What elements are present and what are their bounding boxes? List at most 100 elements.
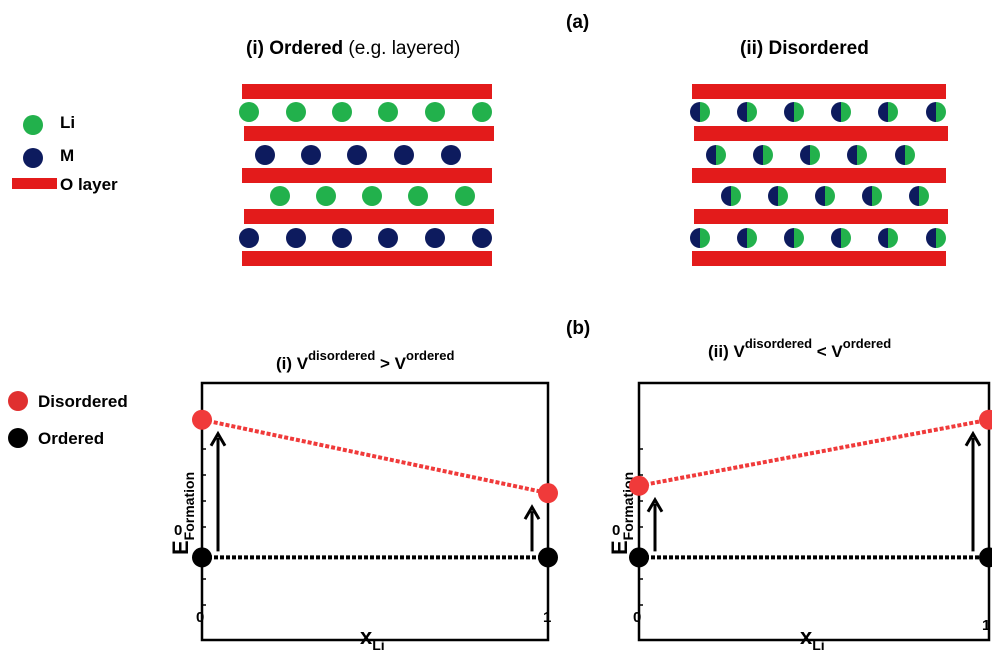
li-atom bbox=[239, 102, 259, 122]
mixed-atom bbox=[784, 228, 804, 248]
legend-li-label: Li bbox=[60, 113, 75, 132]
o-layer bbox=[244, 209, 494, 224]
plot-1-y-label-sub: Formation bbox=[181, 472, 197, 540]
plot-1-frame bbox=[200, 381, 550, 642]
mixed-atom bbox=[815, 186, 835, 206]
plot-2-marks bbox=[629, 409, 992, 568]
mixed-atom bbox=[690, 102, 710, 122]
plot-2-title-prefix: (ii) V bbox=[708, 342, 745, 361]
ordered-point bbox=[979, 547, 992, 568]
o-layer bbox=[692, 251, 946, 266]
panel-b-label: (b) bbox=[566, 318, 590, 339]
mixed-atom-m-half bbox=[831, 102, 841, 122]
mixed-atom bbox=[753, 145, 773, 165]
mixed-atom-li-half bbox=[716, 145, 726, 165]
mixed-atom bbox=[847, 145, 867, 165]
m-atom bbox=[255, 145, 275, 165]
mixed-atom bbox=[862, 186, 882, 206]
mixed-atom-m-half bbox=[895, 145, 905, 165]
o-layer bbox=[244, 126, 494, 141]
mixed-atom-m-half bbox=[768, 186, 778, 206]
mixed-atom-li-half bbox=[888, 102, 898, 122]
li-atom bbox=[332, 102, 352, 122]
disordered-point bbox=[538, 483, 558, 504]
mixed-atom-li-half bbox=[905, 145, 915, 165]
mixed-atom-li-half bbox=[936, 102, 946, 122]
mixed-atom bbox=[737, 102, 757, 122]
mixed-atom-m-half bbox=[784, 228, 794, 248]
ordered-lattice bbox=[239, 84, 494, 266]
panel-a-label: (a) bbox=[566, 12, 589, 33]
legend-o-layer-swatch bbox=[12, 178, 57, 189]
mixed-atom-li-half bbox=[825, 186, 835, 206]
mixed-atom-m-half bbox=[862, 186, 872, 206]
legend-b: Disordered Ordered bbox=[8, 391, 128, 448]
plot-2-title-sup2: ordered bbox=[843, 336, 891, 351]
o-layer bbox=[242, 84, 492, 99]
mixed-atom bbox=[690, 228, 710, 248]
m-atom bbox=[347, 145, 367, 165]
mixed-atom-li-half bbox=[700, 228, 710, 248]
plot-2-x-label: xLi bbox=[800, 624, 825, 650]
mixed-atom bbox=[784, 102, 804, 122]
mixed-atom-m-half bbox=[690, 228, 700, 248]
plot-2: (ii) Vdisordered < Vordered 0 1 0 xLi EF… bbox=[607, 336, 992, 650]
energy-arrow-head bbox=[964, 430, 982, 447]
legend-m-label: M bbox=[60, 146, 74, 165]
ordered-title: (i) Ordered (e.g. layered) bbox=[246, 38, 460, 59]
mixed-atom bbox=[721, 186, 741, 206]
o-layer bbox=[692, 84, 946, 99]
mixed-atom bbox=[737, 228, 757, 248]
o-layer bbox=[692, 168, 946, 183]
ordered-point bbox=[538, 547, 558, 568]
mixed-atom-li-half bbox=[841, 228, 851, 248]
legend-m-swatch bbox=[23, 148, 43, 168]
plot-1: (i) Vdisordered > Vordered 0 1 0 xLi EFo… bbox=[168, 348, 558, 650]
m-atom bbox=[394, 145, 414, 165]
mixed-atom-m-half bbox=[784, 102, 794, 122]
mixed-atom-m-half bbox=[831, 228, 841, 248]
plot-1-title-prefix: (i) V bbox=[276, 354, 309, 373]
mixed-atom-m-half bbox=[721, 186, 731, 206]
plot-1-title-op: > V bbox=[375, 354, 406, 373]
legend-ordered-swatch bbox=[8, 428, 28, 448]
m-atom bbox=[286, 228, 306, 248]
plot-1-title-sup1: disordered bbox=[308, 348, 375, 363]
li-atom bbox=[408, 186, 428, 206]
mixed-atom-li-half bbox=[794, 102, 804, 122]
plot-1-marks bbox=[192, 409, 558, 568]
mixed-atom-li-half bbox=[857, 145, 867, 165]
li-atom bbox=[425, 102, 445, 122]
m-atom bbox=[378, 228, 398, 248]
disordered-title: (ii) Disordered bbox=[740, 38, 869, 59]
mixed-atom bbox=[706, 145, 726, 165]
mixed-atom bbox=[768, 186, 788, 206]
mixed-atom-m-half bbox=[909, 186, 919, 206]
disordered-series-line bbox=[638, 417, 990, 488]
ordered-title-normal: (e.g. layered) bbox=[343, 38, 460, 59]
mixed-atom-m-half bbox=[926, 228, 936, 248]
mixed-atom-m-half bbox=[690, 102, 700, 122]
li-atom bbox=[362, 186, 382, 206]
m-atom bbox=[239, 228, 259, 248]
mixed-atom-li-half bbox=[731, 186, 741, 206]
disordered-series-line bbox=[201, 417, 549, 496]
o-layer bbox=[242, 251, 492, 266]
mixed-atom-li-half bbox=[794, 228, 804, 248]
plot-2-tick-x0: 0 bbox=[633, 609, 641, 626]
disordered-lattice bbox=[690, 84, 948, 266]
mixed-atom-m-half bbox=[847, 145, 857, 165]
li-atom bbox=[270, 186, 290, 206]
mixed-atom-m-half bbox=[815, 186, 825, 206]
li-atom bbox=[316, 186, 336, 206]
mixed-atom-li-half bbox=[747, 228, 757, 248]
plot-2-title: (ii) Vdisordered < Vordered bbox=[708, 336, 891, 361]
mixed-atom bbox=[895, 145, 915, 165]
disordered-point bbox=[629, 475, 649, 496]
mixed-atom bbox=[831, 102, 851, 122]
legend-o-layer-label: O layer bbox=[60, 175, 118, 194]
mixed-atom-m-half bbox=[878, 228, 888, 248]
m-atom bbox=[332, 228, 352, 248]
m-atom bbox=[425, 228, 445, 248]
